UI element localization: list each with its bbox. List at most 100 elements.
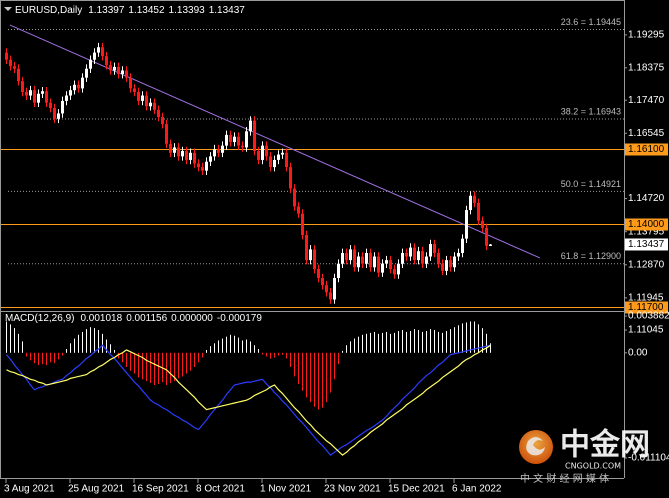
- candle-body: [81, 77, 84, 89]
- candle-body: [229, 134, 232, 143]
- candle-body: [429, 244, 432, 257]
- macd-histogram-bar: [302, 352, 303, 391]
- macd-histogram-bar: [82, 331, 83, 353]
- macd-histogram-bar: [166, 352, 167, 386]
- macd-histogram-bar: [482, 328, 483, 353]
- axis-layer: EURUSD,Daily 1.13397 1.13452 1.13393 1.13437…: [4, 5, 669, 495]
- candle-body: [421, 251, 424, 264]
- macd-histogram-bar: [90, 327, 91, 353]
- macd-histogram-bar: [470, 321, 471, 353]
- header-value: -0.000179: [217, 313, 262, 324]
- candle-body: [45, 91, 48, 103]
- macd-histogram-bar: [134, 352, 135, 374]
- y-tick-label: 1.16545: [628, 128, 665, 139]
- level-label-box: [625, 301, 668, 314]
- candle-body: [61, 100, 64, 114]
- macd-histogram-bar: [234, 335, 235, 353]
- candle-body: [137, 91, 140, 101]
- candle-body: [273, 159, 276, 168]
- macd-histogram-bar: [266, 352, 267, 357]
- candle-body: [237, 136, 240, 146]
- candle-body: [169, 143, 172, 153]
- candle-body: [477, 202, 480, 221]
- candle-body: [145, 95, 148, 107]
- candle-body: [141, 95, 144, 101]
- header-value: 0.001156: [126, 313, 167, 324]
- y-tick-label: 1.17470: [628, 95, 665, 106]
- macd-histogram-bar: [402, 330, 403, 353]
- candle-body: [457, 252, 460, 257]
- candle-body: [69, 90, 72, 96]
- y-tick-label: 1.12870: [628, 259, 665, 270]
- candle-body: [173, 147, 176, 153]
- macd-histogram-bar: [410, 330, 411, 353]
- macd-histogram-bar: [390, 333, 391, 353]
- candle-body: [105, 56, 108, 66]
- macd-histogram-bar: [254, 345, 255, 353]
- macd-histogram-bar: [114, 349, 115, 353]
- candle-body: [241, 145, 244, 148]
- macd-histogram-bar: [150, 352, 151, 384]
- candle-body: [177, 147, 180, 157]
- macd-histogram-bar: [446, 330, 447, 353]
- macd-histogram-bar: [354, 338, 355, 353]
- macd-histogram-bar: [434, 330, 435, 353]
- candle-body: [253, 120, 256, 151]
- macd-histogram-bar: [454, 327, 455, 353]
- macd-histogram-bar: [130, 352, 131, 371]
- candle-body: [153, 102, 156, 110]
- watermark-site: CNGOLD.COM: [565, 462, 621, 471]
- macd-histogram-bar: [438, 331, 439, 353]
- level-label: 1.11700: [628, 302, 664, 313]
- header-value: 1.13437: [209, 5, 246, 16]
- candle-body: [161, 117, 164, 125]
- macd-histogram-bar: [98, 330, 99, 353]
- candle-body: [293, 188, 296, 207]
- macd-histogram-bar: [206, 349, 207, 353]
- macd-histogram-bar: [474, 321, 475, 353]
- candle-body: [409, 247, 412, 257]
- macd-histogram-bar: [194, 352, 195, 367]
- macd-histogram-bar: [238, 337, 239, 353]
- macd-histogram-bar: [38, 352, 39, 366]
- candle-body: [197, 163, 200, 168]
- candle-body: [405, 252, 408, 257]
- header-value: 1.13452: [128, 5, 165, 16]
- candle-body: [249, 120, 252, 132]
- candle-body: [469, 195, 472, 211]
- candle-body: [93, 52, 96, 60]
- candle-body: [297, 206, 300, 214]
- candle-body: [321, 278, 324, 286]
- macd-histogram-bar: [218, 340, 219, 353]
- candle-body: [345, 252, 348, 261]
- macd-histogram-bar: [290, 352, 291, 367]
- candle-body: [97, 47, 100, 53]
- candle-body: [21, 81, 24, 92]
- macd-histogram-bar: [334, 352, 335, 380]
- macd-histogram-bar: [198, 352, 199, 363]
- macd-histogram-bar: [94, 328, 95, 353]
- macd-histogram-bar: [406, 331, 407, 353]
- macd-histogram-bar: [106, 339, 107, 353]
- macd-histogram-bar: [118, 352, 119, 359]
- x-tick-label: 6 Jan 2022: [452, 484, 502, 495]
- x-tick-label: 25 Aug 2021: [68, 484, 125, 495]
- macd-histogram-bar: [398, 330, 399, 353]
- macd-histogram-bar: [146, 352, 147, 382]
- level-label: 1.16100: [628, 144, 665, 155]
- macd-histogram-bar: [326, 352, 327, 403]
- macd-histogram-bar: [282, 352, 283, 355]
- candle-body: [301, 213, 304, 236]
- macd-histogram-bar: [358, 336, 359, 353]
- candle-body: [489, 244, 492, 246]
- x-tick-label: 16 Sep 2021: [132, 484, 189, 495]
- panel-title: MACD(12,26,9): [5, 313, 74, 324]
- candle-body: [485, 227, 488, 246]
- candle-body: [341, 252, 344, 264]
- y2-tick-label: 0.003882: [628, 311, 669, 322]
- candle-body: [349, 249, 352, 261]
- macd-histogram-bar: [78, 334, 79, 353]
- candle-body: [389, 260, 392, 270]
- macd-histogram-bar: [298, 352, 299, 385]
- candle-body: [225, 134, 228, 146]
